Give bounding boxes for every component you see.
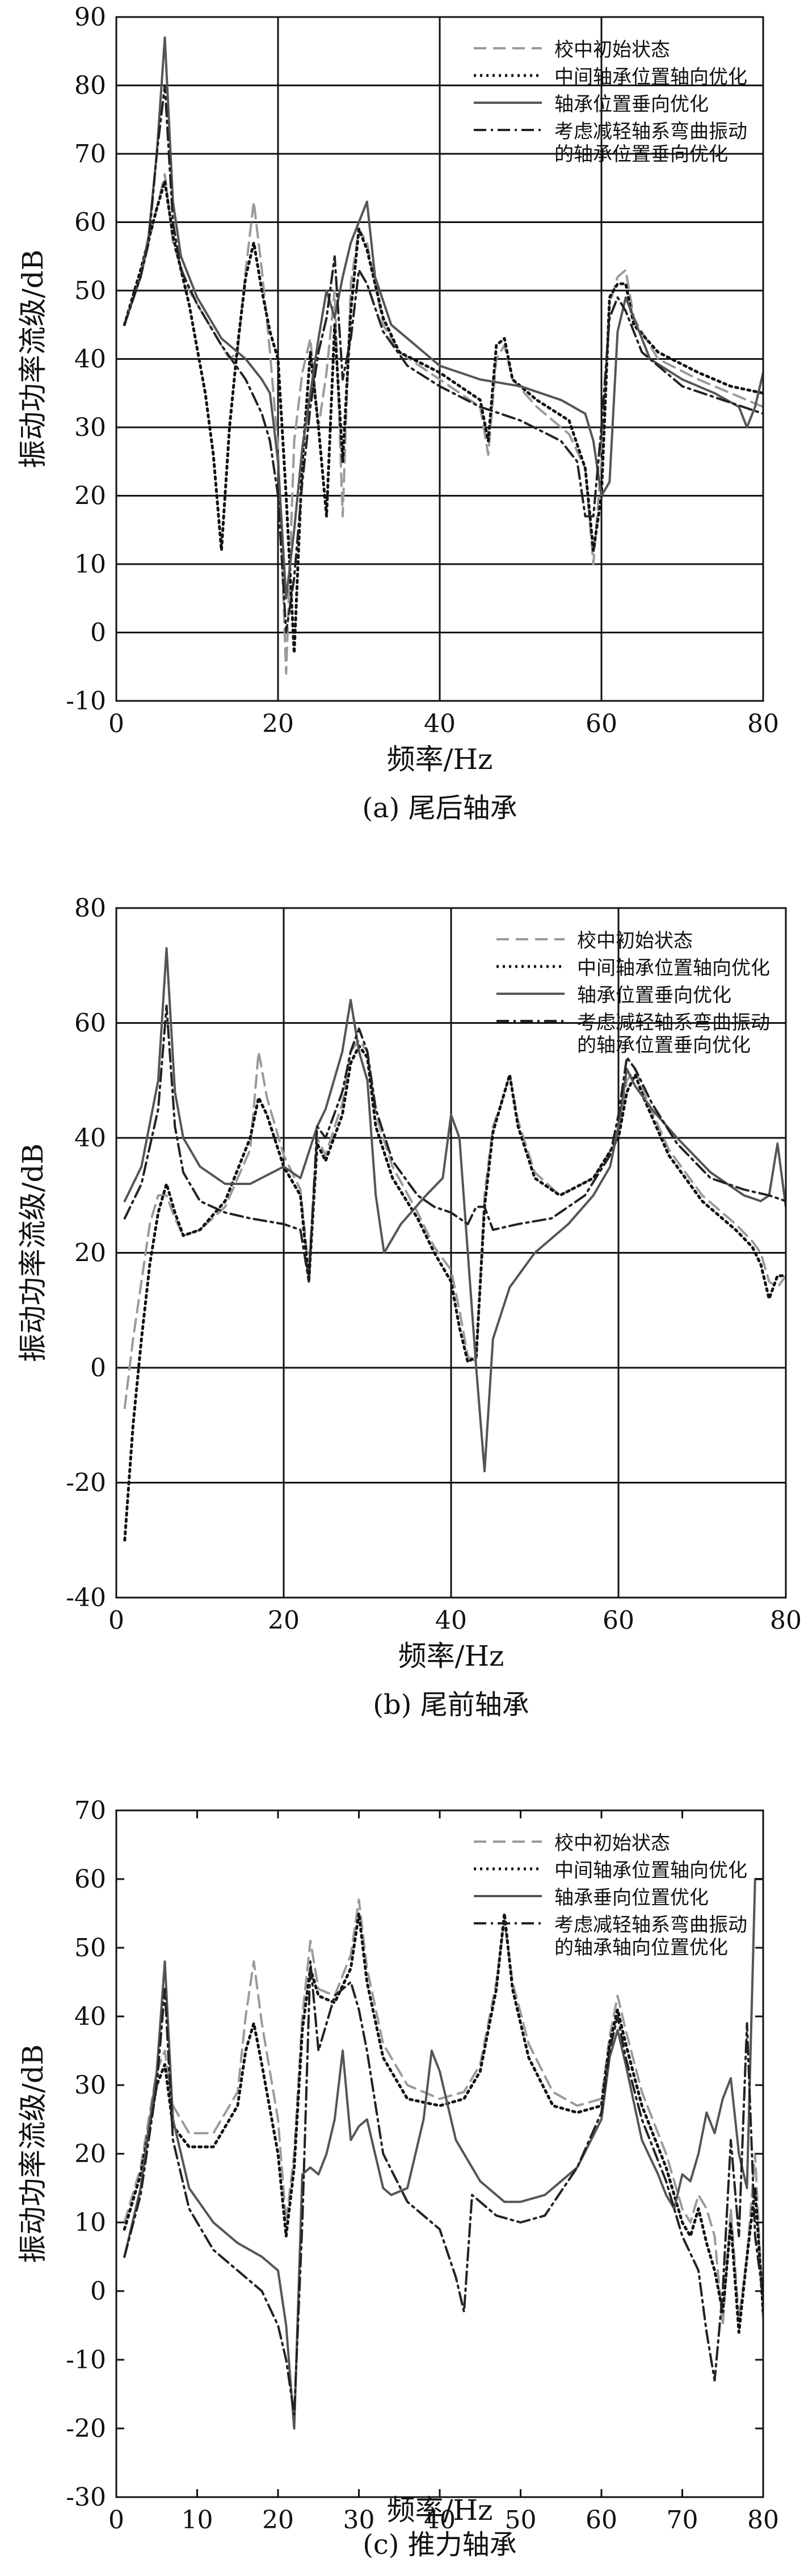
series-line-3 <box>123 1960 763 2416</box>
y-axis-label: 振动功率流级/dB <box>16 2044 49 2263</box>
y-tick-label: 30 <box>74 413 106 442</box>
legend-label-0: 校中初始状态 <box>577 930 693 952</box>
y-axis-label: 振动功率流级/dB <box>16 250 49 469</box>
x-axis-label: 频率/Hz <box>387 2494 493 2527</box>
x-tick-label: 80 <box>747 2506 779 2535</box>
series-line-1 <box>123 1044 786 1542</box>
x-tick-label: 0 <box>108 2506 124 2535</box>
x-axis-label: 频率/Hz <box>387 743 493 776</box>
x-tick-label: 0 <box>108 709 124 738</box>
legend: 校中初始状态中间轴承位置轴向优化轴承垂向位置优化考虑减轻轴系弯曲振动的轴承轴向位… <box>474 1832 747 1959</box>
legend-label-1: 中间轴承位置轴向优化 <box>554 66 747 89</box>
legend-label-3: 考虑减轻轴系弯曲振动的轴承位置垂向优化 <box>577 1011 770 1057</box>
y-tick-label: -20 <box>66 2414 106 2443</box>
series-line-3 <box>123 1005 786 1283</box>
x-tick-label: 60 <box>586 2506 617 2535</box>
series-line-1 <box>123 179 763 655</box>
x-tick-label: 80 <box>770 1606 802 1635</box>
y-tick-label: 30 <box>74 2071 106 2100</box>
series-line-3 <box>123 84 763 634</box>
y-axis-label: 振动功率流级/dB <box>16 1144 49 1363</box>
legend-label-3: 考虑减轻轴系弯曲振动的轴承轴向位置优化 <box>554 1914 747 1959</box>
x-tick-label: 50 <box>505 2506 537 2535</box>
x-tick-label: 40 <box>424 709 456 738</box>
y-tick-label: -10 <box>66 687 106 716</box>
y-tick-label: 90 <box>74 3 106 32</box>
chart-caption: (c) 推力轴承 <box>363 2529 517 2561</box>
legend-label-3: 考虑减轻轴系弯曲振动的轴承位置垂向优化 <box>554 120 747 166</box>
chart-caption: (b) 尾前轴承 <box>373 1689 529 1721</box>
y-tick-label: 20 <box>74 482 106 511</box>
series-line-2 <box>123 947 786 1473</box>
chart-caption: (a) 尾后轴承 <box>362 792 517 824</box>
y-tick-label: 40 <box>74 2002 106 2031</box>
legend-label-0: 校中初始状态 <box>554 39 670 61</box>
series-line-0 <box>123 1898 763 2327</box>
chart-2: 0 10 20 30 40 50 60 70 80 -30 -20 -10 0 10 20 30 40 50 60 7… <box>16 1796 779 2561</box>
series-line-0 <box>123 1039 786 1409</box>
series-line-2 <box>123 1878 763 2430</box>
y-tick-label: 80 <box>74 894 106 923</box>
y-tick-label: 40 <box>74 1124 106 1153</box>
y-tick-label: 10 <box>74 550 106 579</box>
x-tick-label: 70 <box>667 2506 698 2535</box>
y-tick-label: 0 <box>90 1354 106 1382</box>
chart-1: 0 20 40 60 80 -40 -20 0 20 40 60 80 频率/Hz 振动功率流级/dB (b… <box>16 894 802 1721</box>
x-tick-label: 40 <box>424 2506 456 2535</box>
legend-label-2: 轴承位置垂向优化 <box>554 93 709 116</box>
y-tick-label: 20 <box>74 2140 106 2169</box>
series-line-0 <box>123 173 763 675</box>
legend-label-0: 校中初始状态 <box>554 1832 670 1855</box>
y-tick-label: 10 <box>74 2208 106 2237</box>
legend-label-2: 轴承位置垂向优化 <box>577 984 731 1007</box>
legend-label-2: 轴承垂向位置优化 <box>554 1886 709 1909</box>
y-tick-label: -30 <box>66 2483 106 2512</box>
series-line-1 <box>123 1912 763 2334</box>
y-tick-label: 60 <box>74 1009 106 1038</box>
x-tick-label: 20 <box>268 1606 300 1635</box>
x-tick-label: 40 <box>435 1606 467 1635</box>
y-tick-label: 0 <box>90 619 106 648</box>
legend: 校中初始状态中间轴承位置轴向优化轴承位置垂向优化考虑减轻轴系弯曲振动的轴承位置垂… <box>496 930 770 1057</box>
x-tick-label: 20 <box>262 709 294 738</box>
x-tick-label: 30 <box>343 2506 375 2535</box>
y-tick-label: 40 <box>74 345 106 374</box>
y-tick-label: -10 <box>66 2346 106 2375</box>
legend: 校中初始状态中间轴承位置轴向优化轴承位置垂向优化考虑减轻轴系弯曲振动的轴承位置垂… <box>474 39 747 166</box>
x-tick-label: 60 <box>586 709 617 738</box>
x-tick-label: 0 <box>108 1606 124 1635</box>
y-tick-label: -20 <box>66 1469 106 1498</box>
series-line-2 <box>123 36 763 600</box>
legend-label-1: 中间轴承位置轴向优化 <box>554 1859 747 1882</box>
legend-label-1: 中间轴承位置轴向优化 <box>577 957 770 980</box>
y-tick-label: 70 <box>74 1796 106 1825</box>
x-axis-label: 频率/Hz <box>398 1640 504 1672</box>
x-tick-label: 80 <box>747 709 779 738</box>
y-tick-label: 50 <box>74 1934 106 1963</box>
y-tick-label: 60 <box>74 1865 106 1894</box>
x-tick-label: 20 <box>262 2506 294 2535</box>
y-tick-label: 0 <box>90 2277 106 2306</box>
y-tick-label: 50 <box>74 276 106 305</box>
y-tick-label: 80 <box>74 72 106 100</box>
y-tick-label: 20 <box>74 1239 106 1268</box>
y-tick-label: 70 <box>74 140 106 169</box>
x-tick-label: 10 <box>182 2506 213 2535</box>
y-tick-label: 60 <box>74 208 106 237</box>
y-tick-label: -40 <box>66 1583 106 1612</box>
chart-0: 0 20 40 60 80-100102030405060708090频率/Hz振动功率… <box>16 3 779 824</box>
x-tick-label: 60 <box>603 1606 634 1635</box>
